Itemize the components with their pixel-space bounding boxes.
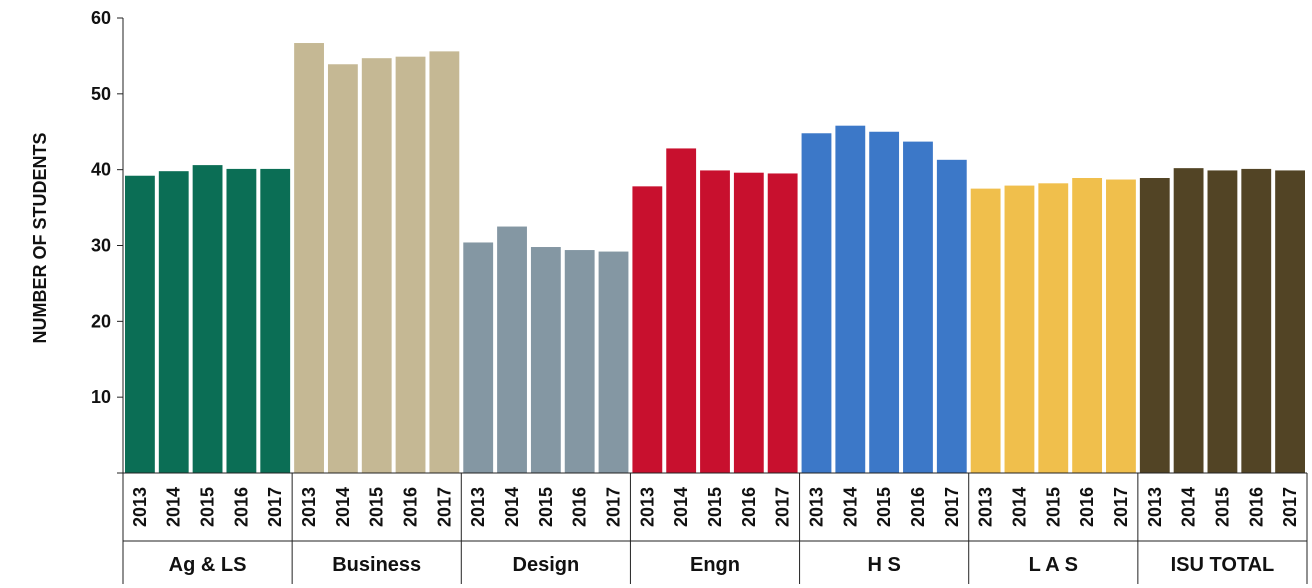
x-tick-label-year: 2015	[367, 487, 387, 527]
x-group-label: Ag & LS	[169, 554, 247, 576]
bar	[463, 242, 494, 473]
bar	[1038, 183, 1069, 474]
x-tick-label-year: 2013	[637, 487, 657, 527]
x-tick-label-year: 2017	[1111, 487, 1131, 527]
x-group-label: ISU TOTAL	[1171, 554, 1275, 576]
bar	[1173, 168, 1204, 473]
x-tick-label-year: 2014	[1009, 487, 1029, 527]
x-axis: 2013 2014 2015 2016 2017 2013 2014 2015 2016 2017…	[122, 472, 1308, 584]
x-tick-label-year: 2014	[164, 487, 184, 527]
bar	[632, 186, 663, 473]
x-tick-label-year: 2017	[604, 487, 624, 527]
bar	[1004, 185, 1035, 473]
x-tick-label-year: 2016	[231, 487, 251, 527]
bar	[497, 226, 527, 473]
x-tick-label-year: 2016	[908, 487, 928, 527]
bar	[1241, 168, 1272, 474]
x-tick-label-year: 2013	[299, 487, 319, 527]
y-tick-label: 60	[91, 8, 111, 28]
x-tick-label-year: 2017	[773, 487, 793, 527]
x-tick-label-year: 2015	[198, 487, 218, 527]
x-tick-label-year: 2014	[840, 487, 860, 527]
x-tick-label-year: 2016	[570, 487, 590, 527]
bar	[530, 247, 561, 473]
x-tick-label-year: 2017	[265, 487, 285, 527]
bar	[1207, 170, 1238, 474]
bar	[564, 250, 595, 473]
bar	[158, 171, 189, 473]
x-tick-label-year: 2016	[739, 487, 759, 527]
x-group-label: Business	[332, 554, 421, 576]
x-tick-label-year: 2015	[874, 487, 894, 527]
x-group-label: H S	[867, 554, 900, 576]
x-tick-label-year: 2015	[705, 487, 725, 527]
x-tick-label-year: 2013	[468, 487, 488, 527]
y-tick-label: 50	[91, 84, 111, 104]
bar	[801, 133, 832, 473]
bar	[700, 170, 730, 474]
x-tick-label-year: 2015	[1212, 487, 1232, 527]
bar	[395, 56, 426, 474]
x-tick-label-year: 2017	[434, 487, 454, 527]
bar	[970, 188, 1001, 473]
y-tick-label: 40	[91, 160, 111, 180]
x-tick-label-year: 2013	[806, 487, 826, 527]
x-tick-label-year: 2017	[1280, 487, 1300, 527]
y-tick-label: 30	[91, 236, 111, 256]
x-tick-label-year: 2014	[1179, 487, 1199, 527]
bar	[1072, 178, 1103, 473]
x-tick-label-year: 2017	[942, 487, 962, 527]
bar	[192, 165, 223, 473]
bar	[666, 148, 697, 473]
y-tick-label: 10	[91, 387, 111, 407]
bar	[429, 51, 460, 473]
bar	[598, 251, 629, 473]
x-tick-label-year: 2013	[1145, 487, 1165, 527]
bar	[1139, 178, 1170, 473]
x-tick-label-year: 2014	[333, 487, 353, 527]
y-tick-label: 20	[91, 311, 111, 331]
bar	[869, 131, 900, 473]
bar	[361, 58, 392, 474]
x-group-label: Engn	[690, 554, 740, 576]
bar	[260, 168, 291, 474]
y-axis: 10 20 30 40 50 60	[91, 8, 124, 474]
bar	[327, 64, 358, 473]
bar	[733, 172, 764, 473]
bar	[294, 43, 324, 474]
x-tick-label-year: 2016	[401, 487, 421, 527]
x-tick-label-year: 2013	[130, 487, 150, 527]
x-tick-label-year: 2015	[536, 487, 556, 527]
bar	[903, 141, 933, 473]
bar	[835, 125, 866, 473]
bar	[226, 168, 257, 474]
bar	[1275, 170, 1305, 474]
x-tick-label-year: 2014	[671, 487, 691, 527]
bar	[125, 175, 155, 473]
bar	[1106, 179, 1136, 473]
x-tick-label-year: 2014	[502, 487, 522, 527]
x-group-label: Design	[513, 554, 580, 576]
x-tick-label-year: 2016	[1077, 487, 1097, 527]
bars	[125, 43, 1305, 474]
x-tick-label-year: 2015	[1043, 487, 1063, 527]
x-group-label: L A S	[1029, 554, 1078, 576]
x-tick-label-year: 2016	[1246, 487, 1266, 527]
y-axis-label: NUMBER OF STUDENTS	[30, 133, 50, 344]
bar	[936, 159, 967, 473]
bar	[767, 173, 798, 474]
x-tick-label-year: 2013	[976, 487, 996, 527]
